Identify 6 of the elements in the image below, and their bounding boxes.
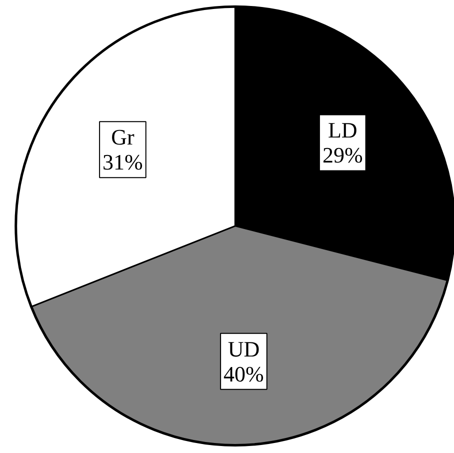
data-label: 31% (102, 150, 143, 175)
slice-label: UD (228, 336, 260, 362)
data-label: 40% (224, 361, 264, 386)
data-label: 29% (322, 142, 363, 168)
slice-label: LD (328, 118, 358, 143)
slice-label: Gr (111, 124, 135, 150)
